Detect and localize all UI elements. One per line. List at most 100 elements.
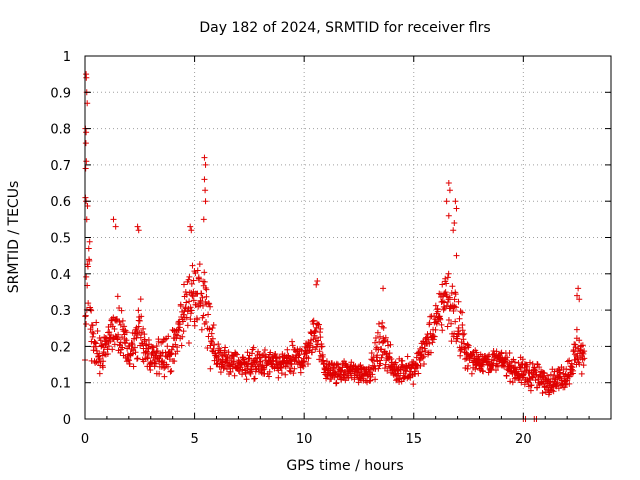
- data-point: [187, 310, 194, 317]
- data-point: [572, 344, 579, 351]
- data-point: [316, 348, 323, 355]
- data-point: [459, 322, 466, 329]
- data-point: [121, 323, 128, 330]
- data-point: [187, 316, 194, 323]
- data-point: [330, 364, 337, 371]
- data-point: [101, 344, 108, 351]
- data-point: [151, 363, 158, 370]
- data-point: [439, 281, 446, 288]
- data-point: [457, 347, 464, 354]
- data-point: [480, 368, 487, 375]
- data-point: [176, 324, 183, 331]
- data-point: [463, 355, 470, 362]
- data-point: [105, 343, 112, 350]
- data-point: [378, 354, 385, 361]
- data-point: [182, 288, 189, 295]
- data-point: [432, 326, 439, 333]
- y-tick-label: 0.9: [50, 86, 71, 101]
- data-point: [250, 344, 257, 351]
- data-point: [455, 298, 462, 305]
- data-point: [217, 369, 224, 376]
- data-point: [319, 343, 325, 350]
- data-point: [204, 344, 211, 351]
- data-point: [210, 322, 217, 329]
- data-point: [488, 366, 495, 373]
- data-point: [275, 374, 282, 381]
- data-point: [94, 327, 101, 334]
- spike-point: [83, 129, 90, 136]
- spike-point: [446, 187, 453, 194]
- data-point: [576, 337, 583, 344]
- data-point: [317, 325, 324, 332]
- data-point: [208, 330, 215, 337]
- data-point: [317, 334, 324, 341]
- data-point: [142, 349, 149, 356]
- data-point: [185, 340, 192, 347]
- x-tick-label: 5: [190, 432, 198, 447]
- data-point: [289, 342, 296, 349]
- data-point: [459, 309, 466, 316]
- data-point: [498, 349, 505, 356]
- data-point: [493, 348, 500, 355]
- data-point: [189, 262, 196, 269]
- data-point: [200, 312, 207, 319]
- data-point: [456, 315, 463, 322]
- data-point: [123, 337, 130, 344]
- data-point: [527, 387, 534, 394]
- data-point: [265, 373, 272, 380]
- data-point: [209, 324, 216, 331]
- y-tick-label: 0.6: [50, 195, 71, 210]
- spike-point: [202, 187, 209, 194]
- data-point: [382, 361, 389, 368]
- data-point: [86, 238, 93, 245]
- data-point: [358, 365, 365, 372]
- data-point: [119, 344, 126, 351]
- data-point: [96, 370, 103, 377]
- data-point: [86, 257, 93, 264]
- data-point: [215, 341, 222, 348]
- data-point: [290, 370, 297, 377]
- data-point: [251, 375, 258, 382]
- data-point: [375, 320, 382, 327]
- data-point: [379, 319, 386, 326]
- data-point: [278, 365, 285, 372]
- data-point: [434, 308, 441, 315]
- spike-point: [451, 219, 458, 226]
- data-point: [453, 304, 460, 311]
- data-point: [291, 365, 298, 372]
- data-point: [377, 360, 384, 367]
- data-point: [186, 273, 193, 280]
- data-point: [319, 351, 326, 358]
- data-point: [426, 340, 433, 347]
- data-point: [450, 307, 457, 314]
- data-point: [439, 327, 446, 334]
- data-point: [165, 363, 172, 370]
- data-point: [134, 355, 141, 362]
- grid: [85, 56, 611, 419]
- data-point: [312, 327, 319, 334]
- data-point: [89, 333, 96, 340]
- data-point: [534, 361, 541, 368]
- data-point: [464, 341, 471, 348]
- data-point: [133, 355, 140, 362]
- data-point: [234, 351, 241, 358]
- data-point: [90, 330, 97, 337]
- data-point: [507, 378, 514, 385]
- data-point: [547, 371, 554, 378]
- spike-point: [112, 223, 119, 230]
- data-point: [206, 300, 213, 307]
- data-point: [267, 349, 274, 356]
- data-point: [503, 372, 510, 379]
- data-point: [213, 361, 220, 368]
- data-point: [168, 346, 175, 353]
- data-point: [126, 361, 133, 368]
- data-point: [100, 358, 107, 365]
- data-point: [532, 377, 539, 384]
- spike-point: [575, 285, 582, 292]
- data-point: [551, 368, 558, 375]
- data-point: [444, 323, 451, 330]
- data-point: [89, 329, 96, 336]
- data-point: [438, 321, 445, 328]
